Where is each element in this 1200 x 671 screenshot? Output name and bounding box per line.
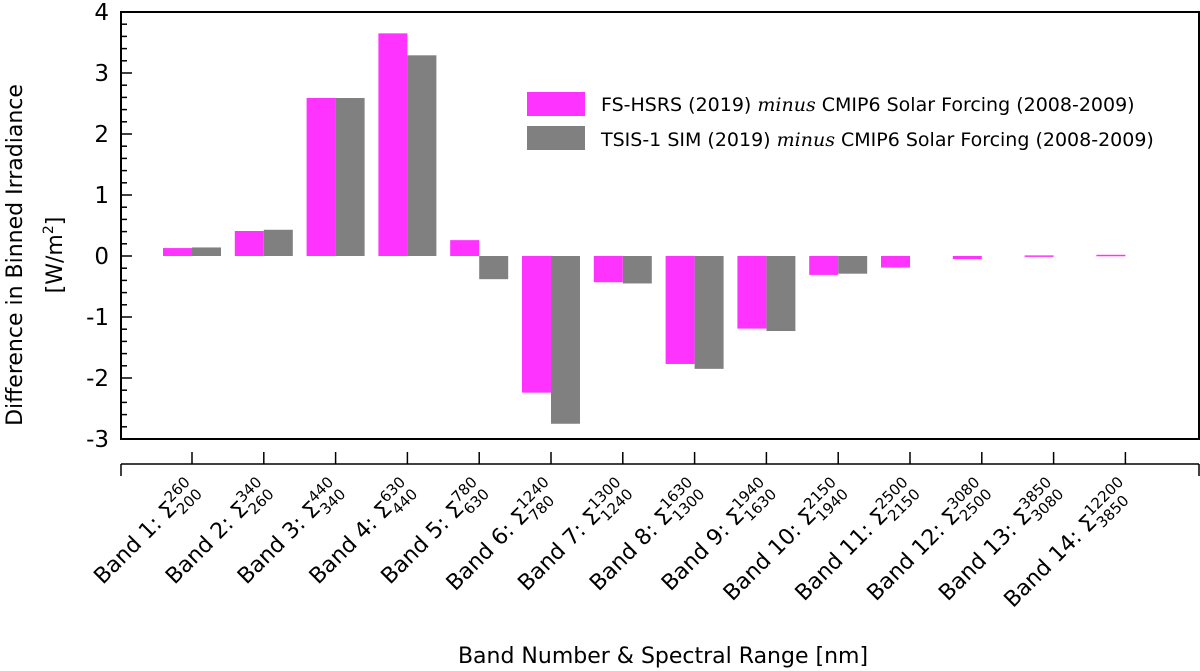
bar-series-2 (335, 98, 365, 256)
bar-series-1 (593, 256, 623, 283)
bar-series-2 (407, 55, 437, 257)
bar-series-1 (737, 256, 767, 329)
y-tick-label: -2 (86, 366, 109, 392)
bar-series-2 (622, 256, 652, 284)
category-label: Band 14: Σ122003850 (996, 473, 1139, 616)
y-axis-unit: [W/m2] (41, 217, 68, 294)
bar-series-1 (234, 230, 264, 256)
bar-series-2 (766, 256, 796, 332)
legend-swatch-fs-hsrs (527, 92, 585, 116)
y-tick-label: 0 (94, 244, 109, 270)
y-tick-label: 2 (94, 122, 109, 148)
bar-series-1 (809, 256, 839, 275)
y-tick-label: 3 (94, 61, 109, 87)
y-tick-label: 4 (94, 0, 109, 26)
x-axis-title: Band Number & Spectral Range [nm] (458, 644, 868, 669)
y-axis-title: Difference in Binned Irradiance (3, 84, 28, 426)
bar-series-1 (163, 248, 192, 256)
legend: FS-HSRS (2019) minus CMIP6 Solar Forcing… (527, 92, 1154, 151)
bar-series-1 (952, 256, 982, 260)
legend-swatch-tsis-1 (527, 126, 585, 150)
legend-label-fs-hsrs: FS-HSRS (2019) minus CMIP6 Solar Forcing… (601, 94, 1135, 116)
bar-series-1 (306, 98, 336, 256)
y-tick-label: -1 (86, 305, 109, 331)
bar-series-1 (378, 33, 408, 256)
y-tick-label: -3 (86, 427, 109, 453)
bar-series-1 (1096, 254, 1126, 257)
bar-series-2 (192, 247, 221, 256)
bar-series-1 (450, 240, 480, 256)
bar-series-2 (694, 256, 724, 369)
bar-series-2 (551, 256, 580, 424)
bar-series-2 (838, 256, 868, 274)
bar-series-1 (881, 256, 910, 268)
legend-label-tsis-1: TSIS-1 SIM (2019) minus CMIP6 Solar Forc… (600, 129, 1154, 151)
bar-series-1 (665, 256, 695, 364)
bar-series-1 (1024, 255, 1054, 257)
y-tick-label: 1 (94, 183, 109, 209)
bar-series-2 (263, 229, 293, 256)
plot-frame (120, 11, 1200, 440)
bar-series-2 (479, 256, 509, 280)
bar-series-1 (522, 256, 551, 393)
